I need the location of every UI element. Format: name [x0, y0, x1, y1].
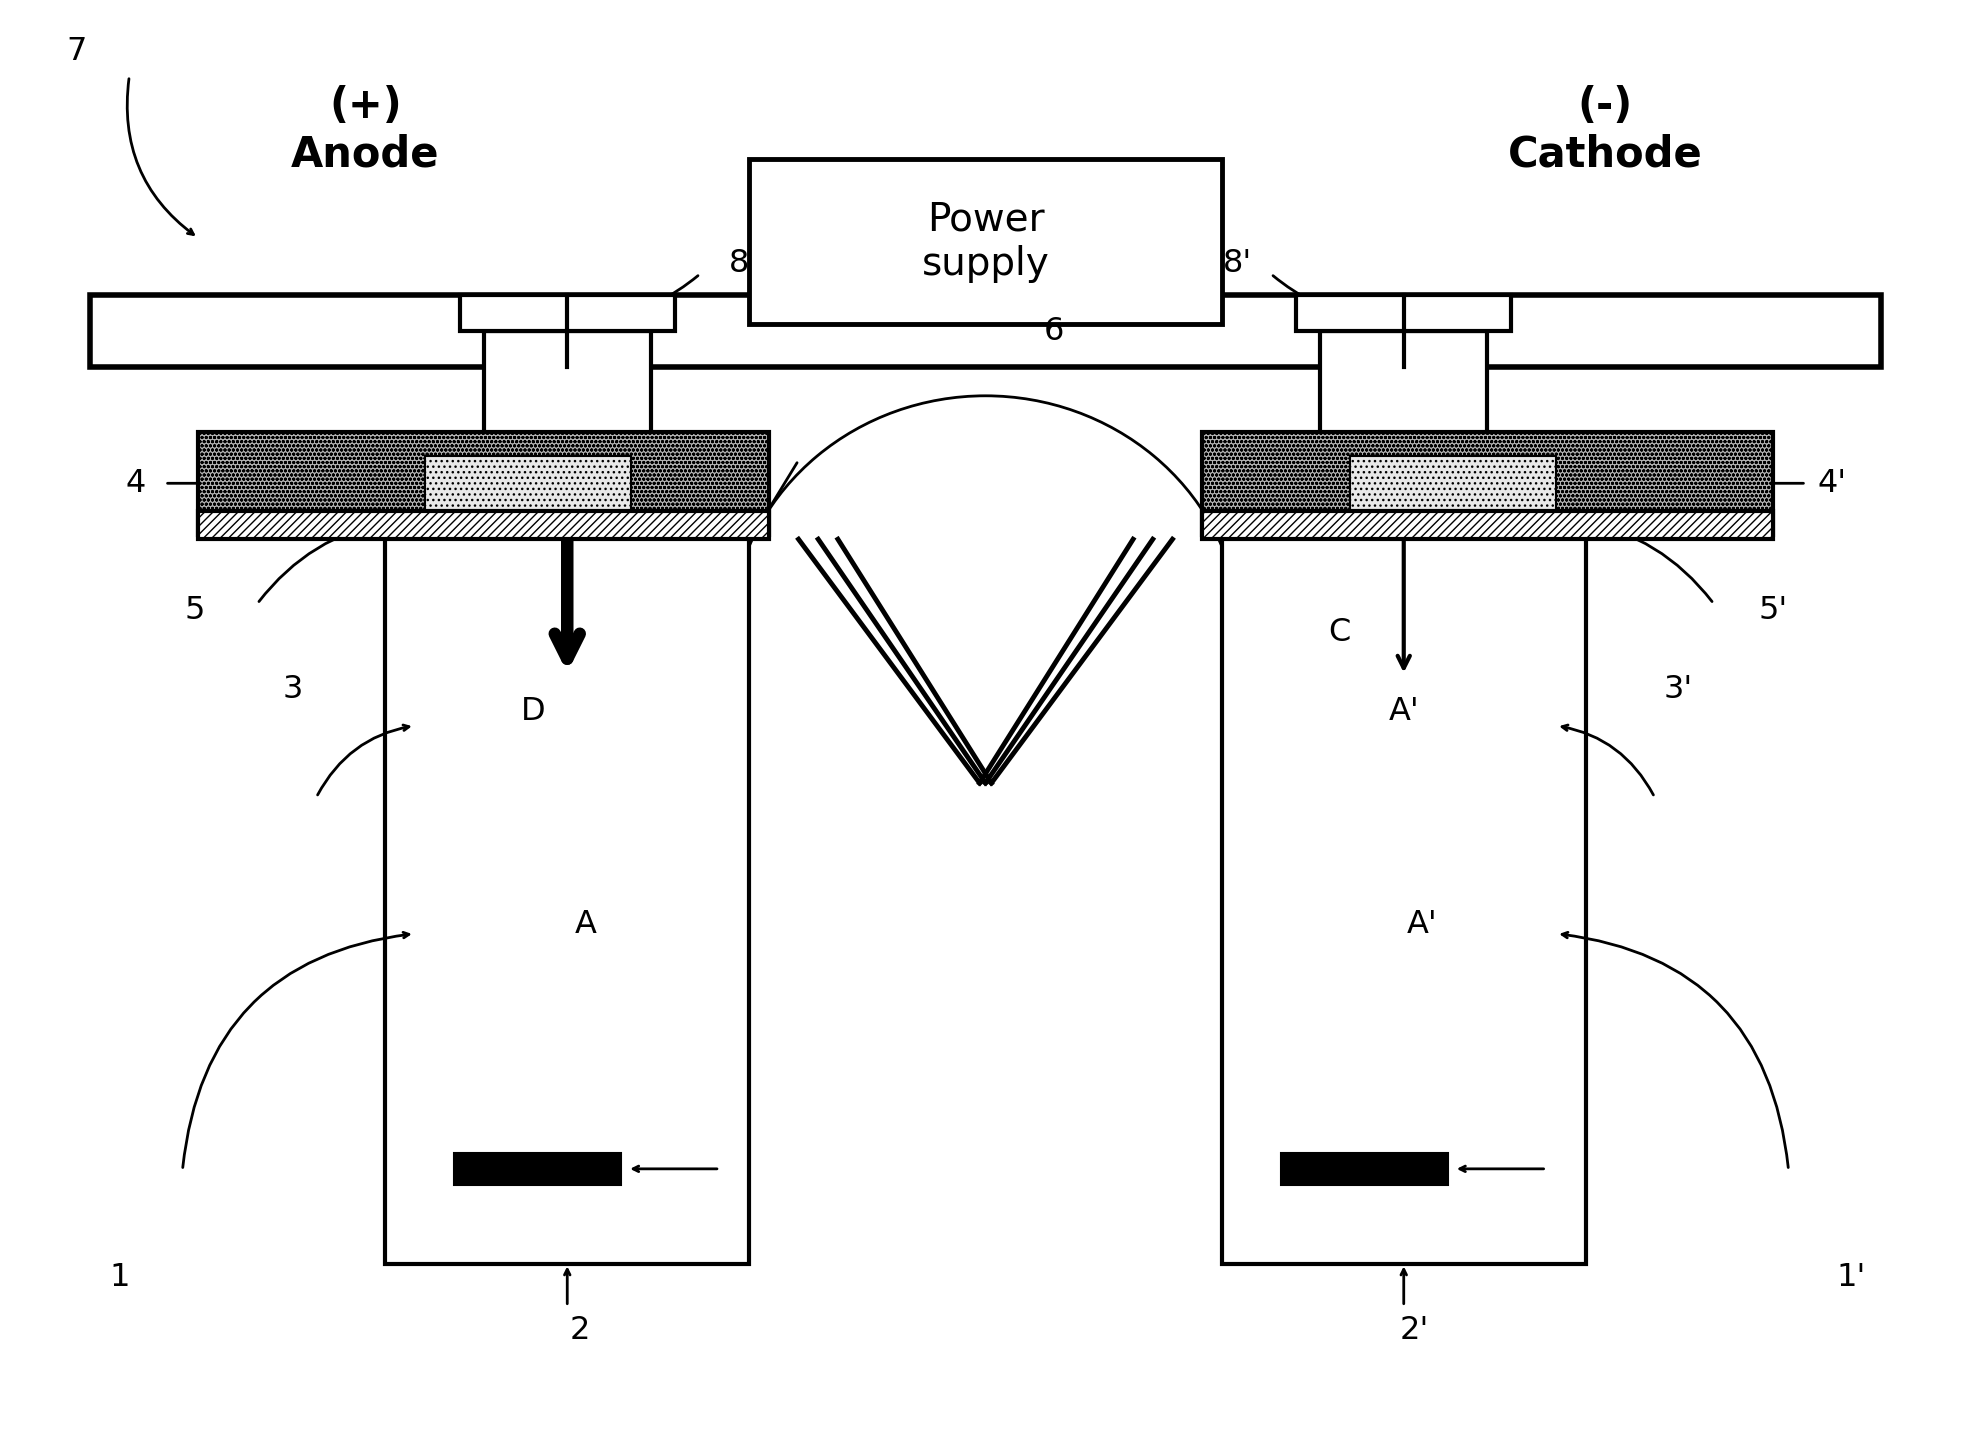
Text: A': A'	[1407, 910, 1437, 940]
Bar	[453, 1152, 621, 1184]
Bar	[424, 456, 631, 516]
Text: –: –	[1642, 453, 1660, 491]
Text: Power
supply: Power supply	[922, 201, 1049, 283]
Text: 8': 8'	[1222, 249, 1252, 279]
Text: 6: 6	[1045, 316, 1064, 346]
Polygon shape	[384, 445, 749, 510]
Bar	[384, 510, 749, 1263]
Text: 5: 5	[183, 595, 205, 627]
Text: 2': 2'	[1399, 1315, 1429, 1346]
Bar	[199, 510, 769, 539]
Bar	[1222, 510, 1587, 1263]
Text: (+)
Anode: (+) Anode	[292, 85, 440, 175]
Text: 3': 3'	[1664, 674, 1693, 706]
Text: (-)
Cathode: (-) Cathode	[1508, 85, 1703, 175]
Bar	[483, 332, 650, 445]
Bar	[459, 296, 674, 332]
Text: 7: 7	[65, 36, 87, 68]
Text: 1': 1'	[1837, 1262, 1867, 1293]
Text: +: +	[304, 453, 337, 491]
Bar	[1297, 296, 1512, 332]
Text: D: D	[520, 696, 546, 727]
Bar	[1202, 431, 1772, 535]
Text: 1: 1	[108, 1262, 130, 1293]
Bar	[91, 296, 1880, 366]
Text: 3: 3	[282, 674, 304, 706]
Bar	[199, 431, 769, 535]
Text: 4: 4	[124, 468, 146, 499]
Bar	[1321, 332, 1488, 445]
Text: 8: 8	[729, 249, 749, 279]
Polygon shape	[1222, 445, 1587, 510]
Text: A': A'	[1388, 696, 1419, 727]
Text: 2: 2	[570, 1315, 589, 1346]
Text: 5': 5'	[1758, 595, 1788, 627]
Bar	[1281, 1152, 1449, 1184]
Text: A: A	[574, 910, 597, 940]
Text: 4': 4'	[1817, 468, 1847, 499]
Text: C: C	[1328, 616, 1350, 648]
Bar	[749, 160, 1222, 325]
Bar	[1350, 456, 1557, 516]
Bar	[1202, 510, 1772, 539]
